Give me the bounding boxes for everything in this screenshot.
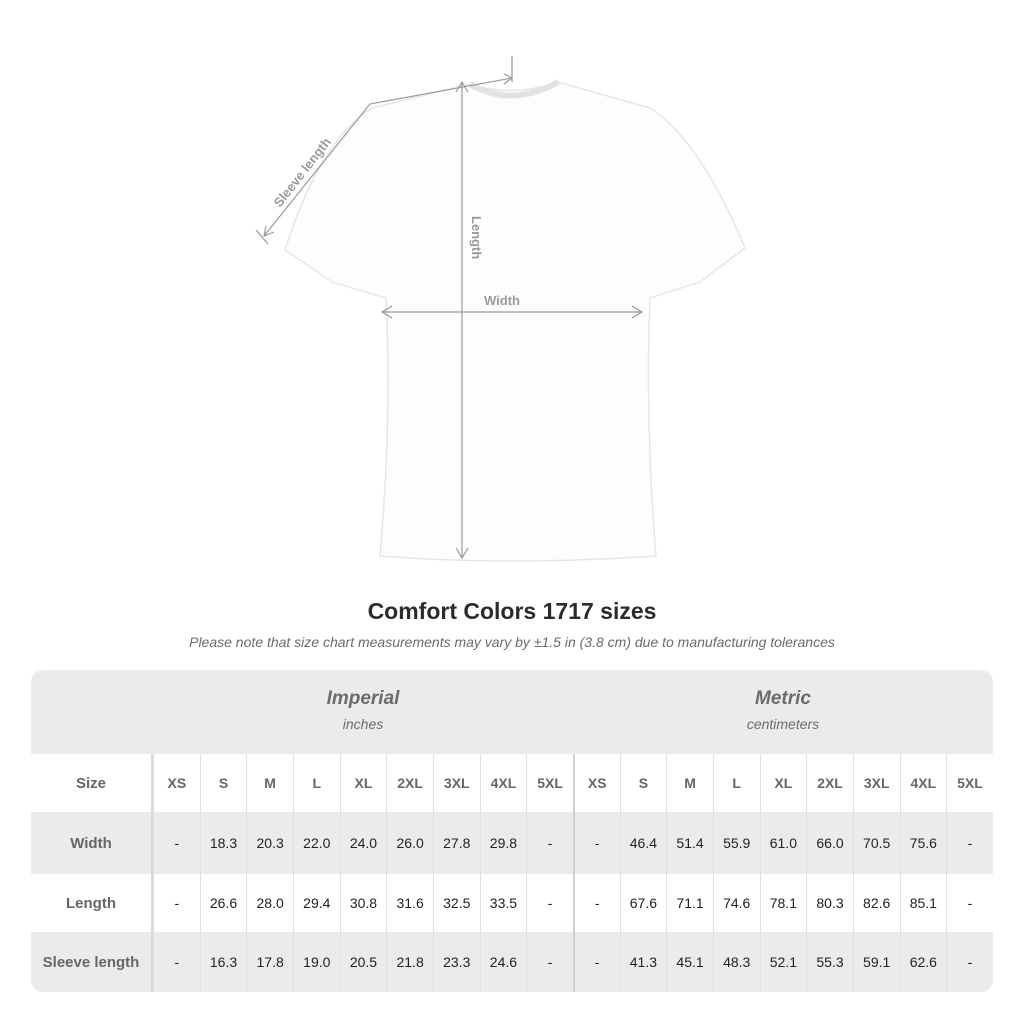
metric-value-cell: 62.6 [899,932,947,992]
metric-value-cell: - [572,812,620,874]
imperial-size-header: 4XL [479,754,527,812]
imperial-size-header: M [246,754,293,812]
table-row: Width -18.3 20.3 22.0 24.0 26.0 27.8 29.8- -46.4… [31,812,993,874]
imperial-size-header: 5XL [526,754,573,812]
row-label: Width [31,812,153,874]
length-label: Length [469,216,484,259]
imperial-value-cell: 23.3 [432,932,480,992]
metric-value-cell: 52.1 [759,932,807,992]
row-label: Sleeve length [31,932,153,992]
size-label: Size [31,754,153,812]
tshirt-shape [284,81,746,562]
imperial-value-cell: - [153,812,200,874]
imperial-value-cell: 19.0 [292,932,340,992]
imperial-value-cell: 16.3 [199,932,247,992]
imperial-value-cell: 26.0 [386,812,433,874]
metric-size-header: 5XL [946,754,993,812]
imperial-size-header: 2XL [386,754,433,812]
row-label: Length [31,874,153,932]
size-header-row: Size XS S M L XL 2XL 3XL 4XL 5XL XS S M L XL 2XL 3XL 4XL 5… [31,754,993,812]
metric-size-header: M [666,754,713,812]
metric-size-header: XS [572,754,620,812]
page-title: Comfort Colors 1717 sizes [367,598,657,624]
metric-value-cell: 66.0 [806,812,853,874]
imperial-value-cell: - [526,812,573,874]
metric-value-cell: 61.0 [759,812,807,874]
metric-value-cell: 75.6 [899,812,947,874]
metric-value-cell: 41.3 [619,932,667,992]
metric-size-header: XL [759,754,807,812]
imperial-header: Imperial inches [153,670,573,754]
metric-size-header: 3XL [852,754,900,812]
imperial-value-cell: 30.8 [339,874,387,932]
metric-value-cell: 67.6 [619,874,667,932]
metric-value-cell: 59.1 [852,932,900,992]
metric-value-cell: - [946,874,993,932]
imperial-size-header: S [199,754,247,812]
imperial-value-cell: 33.5 [479,874,527,932]
metric-size-header: 4XL [899,754,947,812]
imperial-value-cell: - [526,874,573,932]
metric-value-cell: 71.1 [666,874,713,932]
size-table: Imperial inches Metric centimeters Size X… [31,670,993,992]
metric-size-header: 2XL [806,754,853,812]
imperial-unit: inches [342,716,384,732]
imperial-value-cell: 32.5 [432,874,480,932]
metric-value-cell: 45.1 [666,932,713,992]
imperial-title: Imperial [326,688,400,709]
metric-value-cell: 85.1 [899,874,947,932]
metric-title: Metric [755,688,811,709]
imperial-size-header: XL [339,754,387,812]
metric-size-header: L [712,754,760,812]
imperial-value-cell: 20.5 [339,932,387,992]
imperial-value-cell: 22.0 [292,812,340,874]
metric-value-cell: 82.6 [852,874,900,932]
metric-value-cell: - [946,812,993,874]
metric-value-cell: 48.3 [712,932,760,992]
imperial-value-cell: 29.8 [479,812,527,874]
imperial-value-cell: 27.8 [432,812,480,874]
imperial-value-cell: - [526,932,573,992]
imperial-value-cell: - [153,874,200,932]
metric-unit: centimeters [746,716,820,732]
table-row: Sleeve length -16.3 17.8 19.0 20.5 21.8 23.3 24… [31,932,993,992]
table-row: Length -26.6 28.0 29.4 30.8 31.6 32.5 33.5- -67.… [31,874,993,932]
metric-value-cell: 46.4 [619,812,667,874]
tshirt-diagram: Sleeve length Length Width [255,56,746,562]
metric-value-cell: - [572,932,620,992]
measure-lines [255,56,644,560]
metric-value-cell: 51.4 [666,812,713,874]
imperial-value-cell: 24.0 [339,812,387,874]
metric-value-cell: 55.3 [806,932,853,992]
imperial-size-header: 3XL [432,754,480,812]
metric-value-cell: 74.6 [712,874,760,932]
imperial-value-cell: - [153,932,200,992]
collar [468,79,560,99]
metric-size-header: S [619,754,667,812]
imperial-value-cell: 31.6 [386,874,433,932]
imperial-value-cell: 20.3 [246,812,293,874]
metric-value-cell: - [572,874,620,932]
imperial-value-cell: 17.8 [246,932,293,992]
imperial-size-header: XS [153,754,200,812]
imperial-value-cell: 29.4 [292,874,340,932]
metric-value-cell: - [946,932,993,992]
imperial-value-cell: 28.0 [246,874,293,932]
metric-value-cell: 80.3 [806,874,853,932]
metric-value-cell: 78.1 [759,874,807,932]
imperial-value-cell: 21.8 [386,932,433,992]
tolerance-note: Please note that size chart measurements… [189,634,835,650]
imperial-value-cell: 26.6 [199,874,247,932]
metric-value-cell: 70.5 [852,812,900,874]
imperial-value-cell: 18.3 [199,812,247,874]
metric-header: Metric centimeters [573,670,993,754]
metric-value-cell: 55.9 [712,812,760,874]
width-label: Width [484,293,520,308]
imperial-value-cell: 24.6 [479,932,527,992]
imperial-size-header: L [292,754,340,812]
